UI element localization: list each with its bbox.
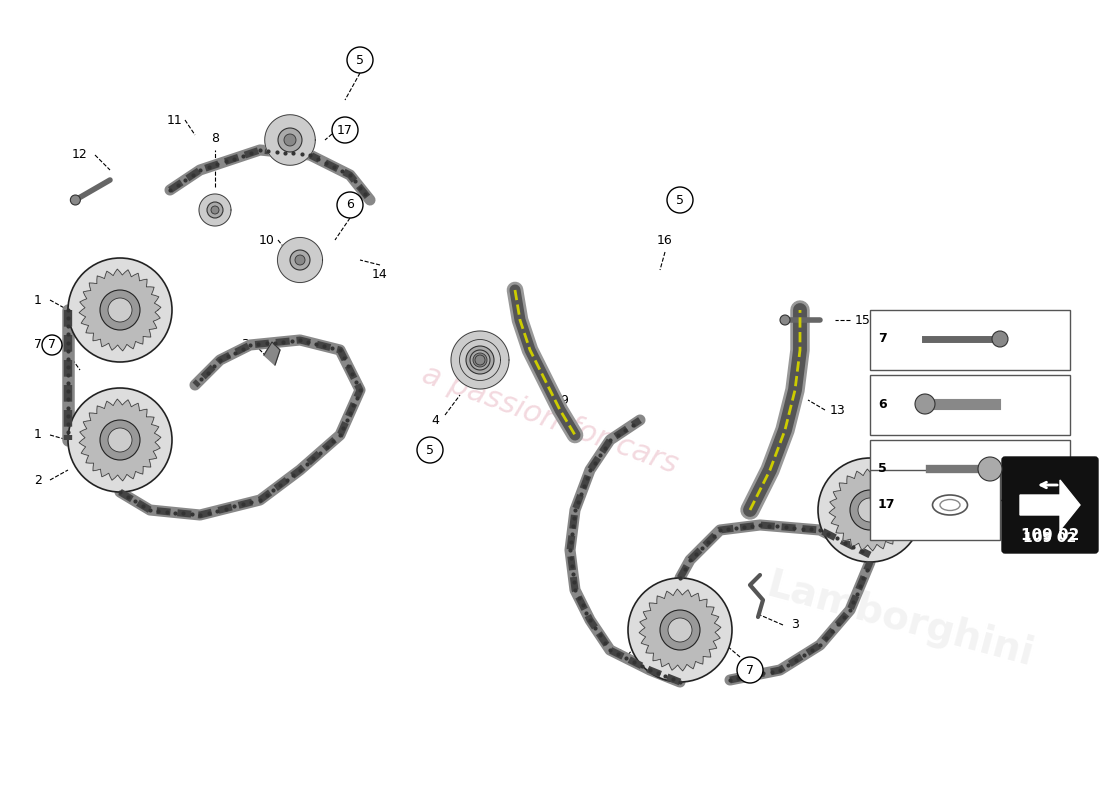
Polygon shape [265, 114, 316, 166]
Polygon shape [264, 342, 280, 365]
Circle shape [290, 250, 310, 270]
Text: 2: 2 [945, 509, 953, 522]
Text: 7: 7 [34, 338, 42, 351]
Text: 109 02: 109 02 [1021, 527, 1079, 542]
Text: 5: 5 [356, 54, 364, 66]
Text: 7: 7 [48, 338, 56, 351]
Text: 109 02: 109 02 [1023, 531, 1077, 545]
Text: 3: 3 [791, 618, 799, 631]
Circle shape [417, 437, 443, 463]
Circle shape [68, 258, 172, 362]
Text: 7: 7 [746, 663, 754, 677]
Text: 6: 6 [878, 398, 887, 410]
Circle shape [668, 618, 692, 642]
Circle shape [346, 47, 373, 73]
Circle shape [780, 315, 790, 325]
Circle shape [850, 490, 890, 530]
FancyBboxPatch shape [870, 310, 1070, 370]
Text: 12: 12 [967, 483, 983, 497]
FancyBboxPatch shape [870, 470, 1000, 540]
Text: 14: 14 [372, 269, 388, 282]
Text: 8: 8 [614, 649, 622, 662]
Circle shape [337, 192, 363, 218]
Text: 15: 15 [855, 314, 871, 326]
Text: 11: 11 [167, 114, 183, 126]
Circle shape [100, 420, 140, 460]
Circle shape [978, 457, 1002, 481]
Polygon shape [79, 269, 161, 351]
Text: 5: 5 [426, 443, 434, 457]
Polygon shape [639, 589, 720, 671]
Polygon shape [829, 469, 911, 551]
Circle shape [915, 394, 935, 414]
Text: 5: 5 [676, 194, 684, 206]
Ellipse shape [940, 499, 960, 510]
Circle shape [108, 428, 132, 452]
Text: 4: 4 [431, 414, 439, 426]
Circle shape [473, 353, 487, 367]
Text: 1: 1 [34, 429, 42, 442]
Circle shape [667, 187, 693, 213]
Text: Lamborghini: Lamborghini [762, 566, 1037, 674]
Circle shape [858, 498, 882, 522]
Circle shape [737, 657, 763, 683]
Text: 17: 17 [878, 498, 895, 511]
Circle shape [68, 388, 172, 492]
Circle shape [284, 134, 296, 146]
Text: 1: 1 [34, 294, 42, 306]
Circle shape [332, 117, 358, 143]
Text: 8: 8 [211, 132, 219, 145]
Text: 13: 13 [830, 403, 846, 417]
FancyBboxPatch shape [870, 440, 1070, 500]
FancyBboxPatch shape [1002, 457, 1098, 553]
Circle shape [108, 298, 132, 322]
Circle shape [660, 610, 700, 650]
Text: 7: 7 [878, 333, 887, 346]
Text: 2: 2 [34, 474, 42, 486]
Circle shape [466, 346, 494, 374]
Polygon shape [451, 331, 509, 389]
Circle shape [470, 350, 490, 370]
Ellipse shape [933, 495, 968, 515]
Circle shape [42, 335, 62, 355]
Text: 16: 16 [657, 234, 673, 246]
Circle shape [211, 206, 219, 214]
Text: a passion for cars: a passion for cars [418, 360, 682, 480]
Text: 10: 10 [260, 234, 275, 246]
Text: 3: 3 [241, 338, 249, 351]
Circle shape [998, 455, 1008, 465]
Circle shape [475, 355, 485, 365]
Circle shape [628, 578, 732, 682]
Circle shape [100, 290, 140, 330]
Polygon shape [199, 194, 231, 226]
FancyBboxPatch shape [870, 375, 1070, 435]
Circle shape [70, 195, 80, 205]
Polygon shape [79, 399, 161, 481]
Text: 6: 6 [346, 198, 354, 211]
Text: 9: 9 [560, 394, 568, 406]
Circle shape [992, 331, 1008, 347]
Polygon shape [277, 238, 322, 282]
Circle shape [278, 128, 303, 152]
Text: 5: 5 [878, 462, 887, 475]
Polygon shape [1020, 480, 1080, 530]
Circle shape [818, 458, 922, 562]
Polygon shape [460, 339, 500, 381]
Text: 12: 12 [73, 149, 88, 162]
Text: 17: 17 [337, 123, 353, 137]
Circle shape [207, 202, 223, 218]
Circle shape [295, 255, 305, 265]
